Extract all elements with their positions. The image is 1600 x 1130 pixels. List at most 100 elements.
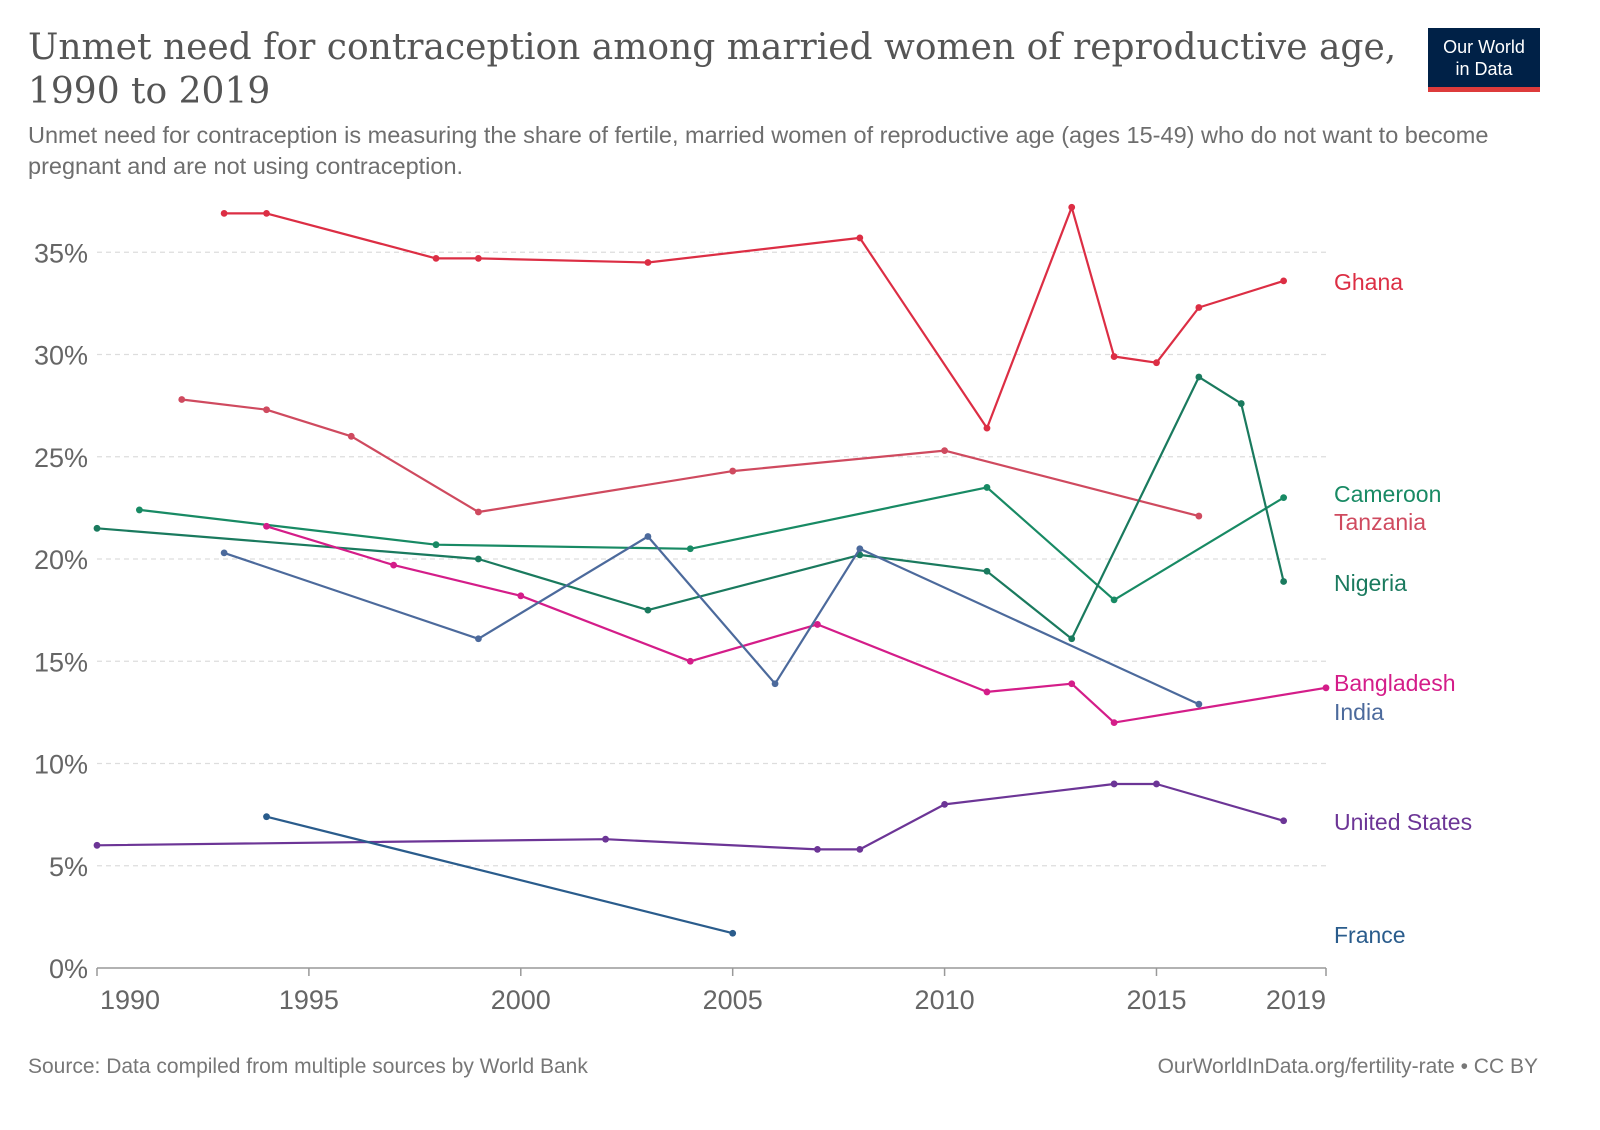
y-tick-label: 30% bbox=[34, 341, 88, 371]
data-point-nigeria bbox=[644, 606, 652, 614]
data-point-bangladesh bbox=[1110, 719, 1118, 726]
data-point-nigeria bbox=[983, 567, 991, 575]
data-point-ghana bbox=[1153, 359, 1160, 367]
data-point-bangladesh bbox=[1068, 680, 1076, 688]
owid-logo[interactable]: Our World in Data bbox=[1428, 28, 1540, 92]
x-tick-label: 1995 bbox=[279, 985, 339, 1015]
data-point-bangladesh bbox=[983, 688, 991, 696]
y-tick-label: 15% bbox=[34, 647, 88, 677]
series-line-nigeria bbox=[96, 375, 1285, 640]
data-point-bangladesh bbox=[814, 621, 821, 628]
chart-subtitle: Unmet need for contraception is measurin… bbox=[28, 122, 1489, 179]
data-point-bangladesh bbox=[686, 657, 694, 665]
data-point-united-states bbox=[93, 841, 101, 849]
series-line-united-states bbox=[96, 782, 1284, 851]
data-point-nigeria bbox=[1195, 373, 1203, 381]
data-point-india bbox=[475, 635, 482, 643]
data-point-cameroon bbox=[686, 545, 694, 553]
series-label-nigeria: Nigeria bbox=[1334, 570, 1407, 596]
data-point-bangladesh bbox=[517, 592, 525, 600]
y-tick-label: 10% bbox=[34, 750, 88, 780]
data-point-tanzania bbox=[1195, 512, 1203, 520]
series-label-france: France bbox=[1334, 922, 1406, 948]
data-point-nigeria bbox=[1280, 578, 1288, 585]
source-note: Source: Data compiled from multiple sour… bbox=[28, 1055, 588, 1078]
logo-line-1: Our World bbox=[1443, 37, 1525, 57]
data-point-india bbox=[856, 545, 864, 553]
series-line-ghana bbox=[224, 206, 1284, 430]
data-point-tanzania bbox=[263, 406, 270, 414]
data-point-india bbox=[1195, 700, 1203, 708]
data-point-tanzania bbox=[475, 508, 482, 516]
series-line-france bbox=[266, 815, 733, 935]
chart-title: Unmet need for contraception among marri… bbox=[28, 27, 1397, 112]
y-tick-label: 25% bbox=[34, 443, 88, 473]
data-point-cameroon bbox=[1110, 596, 1118, 604]
series-label-tanzania: Tanzania bbox=[1334, 509, 1426, 535]
y-tick-label: 35% bbox=[34, 238, 88, 268]
data-point-ghana bbox=[644, 259, 652, 266]
data-point-bangladesh bbox=[263, 522, 270, 530]
x-tick-label: 2010 bbox=[915, 985, 975, 1015]
data-point-bangladesh bbox=[390, 561, 398, 569]
data-point-ghana bbox=[1110, 353, 1118, 360]
data-point-united-states bbox=[814, 845, 821, 853]
data-point-ghana bbox=[263, 209, 270, 217]
data-point-united-states bbox=[941, 801, 948, 808]
series-label-cameroon: Cameroon bbox=[1334, 481, 1441, 507]
y-tick-label: 5% bbox=[49, 852, 88, 882]
y-tick-label: 20% bbox=[34, 545, 88, 575]
x-tick-label: 2015 bbox=[1126, 985, 1186, 1015]
data-point-ghana bbox=[856, 234, 864, 242]
logo-line-2: in Data bbox=[1455, 59, 1513, 79]
series-label-united-states: United States bbox=[1334, 809, 1472, 835]
data-point-india bbox=[771, 680, 779, 688]
data-point-india bbox=[644, 533, 652, 540]
data-point-ghana bbox=[1068, 203, 1076, 211]
data-point-ghana bbox=[220, 209, 228, 217]
data-point-nigeria bbox=[1068, 635, 1076, 643]
data-point-ghana bbox=[432, 254, 440, 262]
x-tick-label: 2019 bbox=[1266, 985, 1326, 1015]
data-point-united-states bbox=[1110, 780, 1118, 788]
gridlines bbox=[97, 251, 1326, 867]
data-point-tanzania bbox=[729, 467, 737, 475]
license-link[interactable]: OurWorldInData.org/fertility-rate • CC B… bbox=[1157, 1055, 1538, 1078]
data-point-united-states bbox=[856, 845, 864, 853]
series-label-ghana: Ghana bbox=[1334, 269, 1403, 295]
data-point-united-states bbox=[1280, 817, 1288, 825]
data-point-nigeria bbox=[475, 555, 482, 563]
x-tick-label: 1990 bbox=[100, 985, 160, 1015]
data-point-bangladesh bbox=[1322, 684, 1330, 692]
data-point-ghana bbox=[1195, 304, 1203, 311]
data-point-cameroon bbox=[135, 506, 143, 514]
data-point-united-states bbox=[1153, 780, 1160, 788]
data-point-cameroon bbox=[432, 541, 440, 549]
series-lines bbox=[93, 203, 1330, 937]
data-point-ghana bbox=[475, 254, 482, 262]
data-point-cameroon bbox=[983, 484, 991, 491]
x-axis: 1990 1995 2000 2005 2010 2015 2019 bbox=[96, 967, 1327, 1015]
data-point-india bbox=[220, 549, 228, 557]
data-point-tanzania bbox=[347, 432, 355, 440]
x-tick-label: 2000 bbox=[491, 985, 551, 1015]
series-line-india bbox=[223, 535, 1200, 706]
data-point-tanzania bbox=[178, 396, 186, 403]
series-line-cameroon bbox=[139, 486, 1285, 602]
data-point-nigeria bbox=[1237, 400, 1245, 407]
data-point-france bbox=[729, 929, 737, 937]
y-tick-label: 0% bbox=[49, 954, 88, 984]
x-tick-label: 2005 bbox=[703, 985, 763, 1015]
data-point-united-states bbox=[602, 835, 609, 843]
data-point-tanzania bbox=[941, 447, 948, 455]
data-point-nigeria bbox=[93, 524, 101, 532]
data-point-ghana bbox=[983, 424, 991, 432]
series-line-tanzania bbox=[181, 398, 1200, 518]
data-point-france bbox=[263, 813, 270, 821]
data-point-cameroon bbox=[1280, 494, 1288, 502]
data-point-ghana bbox=[1280, 277, 1288, 285]
series-label-india: India bbox=[1334, 699, 1384, 725]
y-axis: 0% 5% 10% 15% 20% 25% 30% 35% bbox=[34, 238, 88, 984]
